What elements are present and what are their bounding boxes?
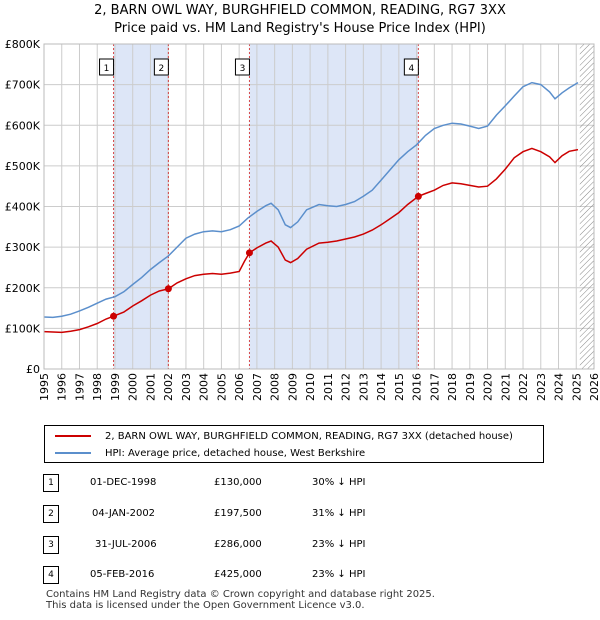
- footer: Contains HM Land Registry data © Crown c…: [46, 589, 435, 611]
- x-tick-label: 2019: [464, 373, 477, 401]
- sale-row: 3 31-JUL-2006 £286,000 23% ↓ HPI: [40, 536, 440, 556]
- sale-price: £286,000: [214, 539, 262, 550]
- x-tick-label: 1995: [38, 373, 51, 401]
- legend-swatch-property: [55, 435, 91, 437]
- sale-label-box: [234, 58, 250, 76]
- x-tick-label: 2023: [535, 373, 548, 401]
- legend-item-hpi: HPI: Average price, detached house, West…: [55, 445, 365, 461]
- x-tick-label: 1997: [73, 373, 86, 401]
- sale-date: 05-FEB-2016: [90, 569, 155, 580]
- sale-date: 31-JUL-2006: [95, 539, 157, 550]
- x-tick-label: 2014: [375, 373, 388, 401]
- x-tick-label: 2001: [144, 373, 157, 401]
- sale-label-text: 2: [159, 64, 165, 74]
- x-tick-label: 2011: [322, 373, 335, 401]
- footer-copyright: Contains HM Land Registry data © Crown c…: [46, 589, 435, 600]
- sale-row: 1 01-DEC-1998 £130,000 30% ↓ HPI: [40, 474, 440, 494]
- sale-number-badge: 4: [43, 566, 59, 584]
- x-tick-label: 2003: [180, 373, 193, 401]
- legend-swatch-hpi: [55, 452, 91, 454]
- sale-point: [414, 192, 422, 200]
- x-tick-label: 2020: [482, 373, 495, 401]
- x-tick-label: 2015: [393, 373, 406, 401]
- x-tick-label: 2025: [570, 373, 583, 401]
- sale-label-text: 4: [408, 64, 414, 74]
- y-tick-label: £0: [26, 363, 40, 376]
- price-chart: 1 2 3 4 £0 £100K £200K £300K £400K £500K £600K £700…: [5, 38, 600, 401]
- x-tick-label: 2004: [198, 373, 211, 401]
- sale-marker-label: 2: [153, 58, 169, 76]
- sale-label-box: [153, 58, 169, 76]
- y-tick-label: £700K: [5, 79, 41, 92]
- footer-licence: This data is licensed under the Open Gov…: [46, 600, 365, 611]
- sale-hpi-diff: 23% ↓ HPI: [312, 569, 366, 580]
- sale-label-box: [99, 58, 115, 76]
- y-tick-label: £500K: [5, 160, 41, 173]
- x-tick-label: 2026: [588, 373, 600, 401]
- x-tick-label: 2008: [269, 373, 282, 401]
- y-tick-label: £200K: [5, 282, 41, 295]
- x-tick-label: 2007: [251, 373, 264, 401]
- legend: 2, BARN OWL WAY, BURGHFIELD COMMON, READ…: [44, 425, 544, 463]
- y-tick-label: £800K: [5, 38, 41, 51]
- chart-title-line1: 2, BARN OWL WAY, BURGHFIELD COMMON, READ…: [94, 3, 506, 18]
- x-tick-label: 2005: [215, 373, 228, 401]
- forecast-hatch: [579, 44, 594, 369]
- sale-price: £197,500: [214, 508, 262, 519]
- sale-marker-label: 3: [234, 58, 250, 76]
- x-tick-label: 2002: [162, 373, 175, 401]
- hpi-line: [43, 81, 579, 319]
- sale-point: [110, 312, 118, 320]
- x-tick-label: 2022: [517, 373, 530, 401]
- sale-hpi-diff: 30% ↓ HPI: [312, 477, 366, 488]
- y-tick-label: £300K: [5, 241, 41, 254]
- sale-hpi-diff: 23% ↓ HPI: [312, 539, 366, 550]
- property-price-line: [43, 147, 579, 334]
- plot-border: [43, 43, 595, 370]
- x-tick-label: 1999: [109, 373, 122, 401]
- sale-number-badge: 3: [43, 536, 59, 554]
- sale-marker-label: 1: [99, 58, 115, 76]
- sale-date: 04-JAN-2002: [92, 508, 156, 519]
- sale-date: 01-DEC-1998: [90, 477, 157, 488]
- legend-label-hpi: HPI: Average price, detached house, West…: [105, 447, 366, 459]
- legend-item-property: 2, BARN OWL WAY, BURGHFIELD COMMON, READ…: [55, 428, 513, 444]
- x-tick-label: 2009: [286, 373, 299, 401]
- x-tick-label: 2000: [127, 373, 140, 401]
- y-tick-label: £400K: [5, 201, 41, 214]
- sale-point: [245, 249, 253, 257]
- x-tick-label: 1998: [91, 373, 104, 401]
- sale-row: 4 05-FEB-2016 £425,000 23% ↓ HPI: [40, 566, 440, 586]
- x-tick-label: 1996: [56, 373, 69, 401]
- legend-label-property: 2, BARN OWL WAY, BURGHFIELD COMMON, READ…: [105, 430, 513, 442]
- sale-number-badge: 2: [43, 505, 59, 523]
- sale-marker-label: 4: [403, 58, 419, 76]
- chart-title-line2: Price paid vs. HM Land Registry's House …: [114, 21, 486, 36]
- sale-price: £425,000: [214, 569, 262, 580]
- x-tick-label: 2010: [304, 373, 317, 401]
- sale-point: [164, 285, 172, 293]
- x-tick-label: 2013: [357, 373, 370, 401]
- x-tick-label: 2012: [340, 373, 353, 401]
- y-tick-label: £600K: [5, 119, 41, 132]
- sale-label-box: [403, 58, 419, 76]
- sale-price: £130,000: [214, 477, 262, 488]
- sale-label-text: 3: [240, 64, 246, 74]
- x-tick-label: 2017: [428, 373, 441, 401]
- sale-row: 2 04-JAN-2002 £197,500 31% ↓ HPI: [40, 505, 440, 525]
- sale-label-text: 1: [104, 64, 110, 74]
- x-tick-label: 2006: [233, 373, 246, 401]
- y-tick-label: £100K: [5, 322, 41, 335]
- x-tick-label: 2024: [553, 373, 566, 401]
- x-tick-label: 2018: [446, 373, 459, 401]
- x-tick-label: 2021: [499, 373, 512, 401]
- sale-hpi-diff: 31% ↓ HPI: [312, 508, 366, 519]
- sale-number-badge: 1: [43, 474, 59, 492]
- x-tick-label: 2016: [411, 373, 424, 401]
